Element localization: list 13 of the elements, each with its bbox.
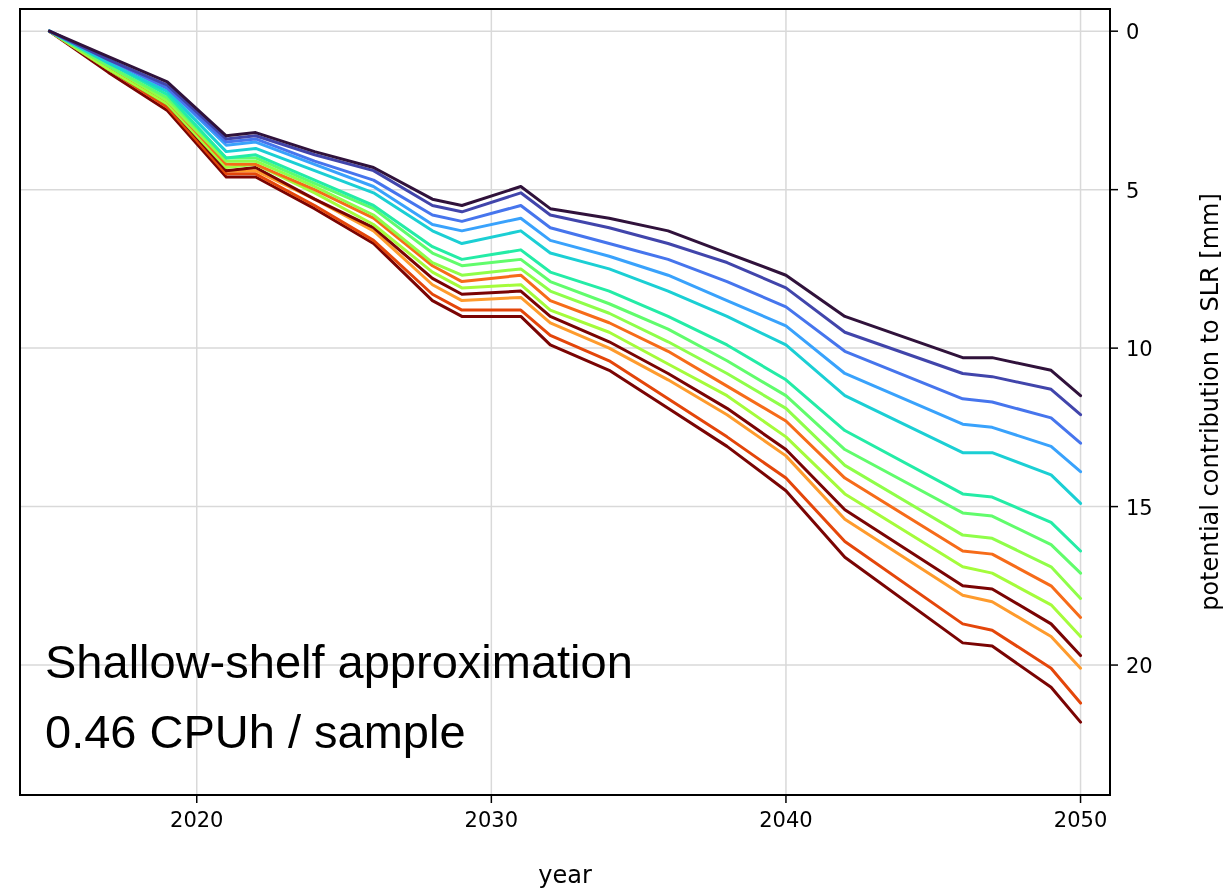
y2-tick-label: 20 bbox=[1126, 654, 1153, 679]
y2-axis-title: potential contribution to SLR [mm] bbox=[1196, 193, 1224, 611]
y2-tick-label: 0 bbox=[1126, 20, 1140, 45]
annotation: Shallow-shelf approximation bbox=[45, 635, 633, 688]
x-axis-title: year bbox=[538, 861, 592, 889]
x-tick-label: 2020 bbox=[170, 808, 224, 832]
x-tick-label: 2050 bbox=[1053, 808, 1108, 832]
annotation: 0.46 CPUh / sample bbox=[45, 705, 466, 758]
x-tick-label: 2040 bbox=[759, 808, 813, 832]
y2-tick-label: 10 bbox=[1126, 337, 1153, 362]
y2-tick-label: 5 bbox=[1126, 178, 1140, 203]
x-tick-label: 2030 bbox=[464, 808, 519, 832]
y2-tick-label: 15 bbox=[1126, 495, 1153, 520]
